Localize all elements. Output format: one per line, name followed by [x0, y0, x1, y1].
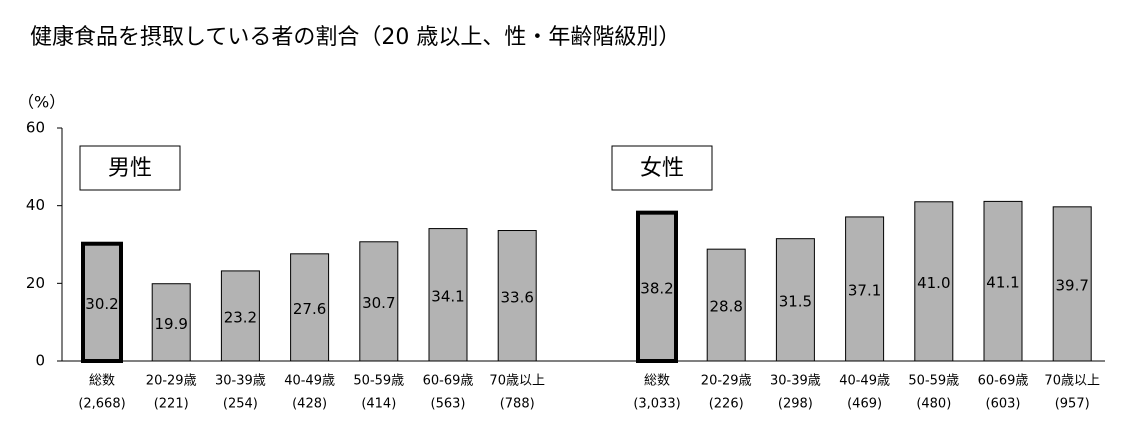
sample-size: (254) — [223, 397, 258, 412]
x-tick-label: 40-49歳 — [839, 374, 890, 389]
chart-title: 健康食品を摂取している者の割合（20 歳以上、性・年齢階級別） — [30, 25, 680, 50]
x-tick-label: 20-29歳 — [701, 374, 752, 389]
bar — [845, 216, 885, 362]
value-label: 41.1 — [986, 274, 1019, 292]
y-tick-label: 0 — [35, 352, 45, 370]
value-label: 41.0 — [917, 274, 950, 292]
x-tick-label: 総数 — [644, 374, 670, 389]
value-label: 30.2 — [85, 295, 118, 313]
bar — [1052, 206, 1092, 362]
bar — [81, 241, 123, 363]
value-label: 38.2 — [640, 279, 673, 297]
sample-size: (298) — [778, 397, 813, 412]
x-tick-label: 60-69歳 — [423, 374, 474, 389]
x-tick-label: 60-69歳 — [978, 374, 1029, 389]
value-label: 28.8 — [709, 298, 742, 316]
bar — [497, 230, 537, 362]
sample-size: (414) — [361, 397, 396, 412]
sample-size: (957) — [1055, 397, 1090, 412]
sample-size: (480) — [916, 397, 951, 412]
bar — [359, 241, 399, 362]
value-label: 19.9 — [154, 315, 187, 333]
x-tick-label: 20-29歳 — [146, 374, 197, 389]
value-label: 37.1 — [848, 281, 881, 299]
sample-size: (226) — [709, 397, 744, 412]
y-tick-label: 40 — [26, 196, 45, 214]
panel-label: 女性 — [640, 156, 684, 181]
value-label: 30.7 — [362, 294, 395, 312]
bar — [914, 201, 954, 362]
sample-size: (603) — [986, 397, 1021, 412]
bar — [983, 200, 1023, 362]
sample-size: (788) — [500, 397, 535, 412]
x-tick-label: 30-39歳 — [770, 374, 821, 389]
value-label: 39.7 — [1055, 276, 1088, 294]
sample-size: (563) — [431, 397, 466, 412]
panel-label-box — [79, 145, 181, 191]
sample-size: (3,033) — [633, 397, 680, 412]
x-tick-label: 50-59歳 — [353, 374, 404, 389]
sample-size: (2,668) — [78, 397, 125, 412]
bar — [151, 283, 191, 362]
bar — [290, 253, 330, 362]
sample-size: (469) — [847, 397, 882, 412]
x-tick-label: 50-59歳 — [908, 374, 959, 389]
value-label: 27.6 — [293, 300, 326, 318]
bar — [428, 228, 468, 362]
x-tick-label: 70歳以上 — [489, 374, 545, 389]
panel-label: 男性 — [108, 156, 152, 181]
value-label: 33.6 — [500, 288, 533, 306]
x-tick-label: 30-39歳 — [215, 374, 266, 389]
value-label: 34.1 — [431, 287, 464, 305]
y-tick-label: 60 — [26, 119, 45, 137]
y-tick-label: 20 — [26, 274, 45, 292]
bar — [775, 238, 815, 362]
bar — [706, 248, 746, 362]
sample-size: (428) — [292, 397, 327, 412]
bar — [636, 210, 678, 363]
x-tick-label: 70歳以上 — [1044, 374, 1100, 389]
value-label: 31.5 — [779, 292, 812, 310]
value-label: 23.2 — [224, 308, 257, 326]
sample-size: (221) — [154, 397, 189, 412]
y-unit: （%） — [18, 93, 65, 112]
bar — [220, 270, 260, 362]
panel-label-box — [611, 145, 713, 191]
x-tick-label: 40-49歳 — [284, 374, 335, 389]
x-tick-label: 総数 — [89, 374, 115, 389]
